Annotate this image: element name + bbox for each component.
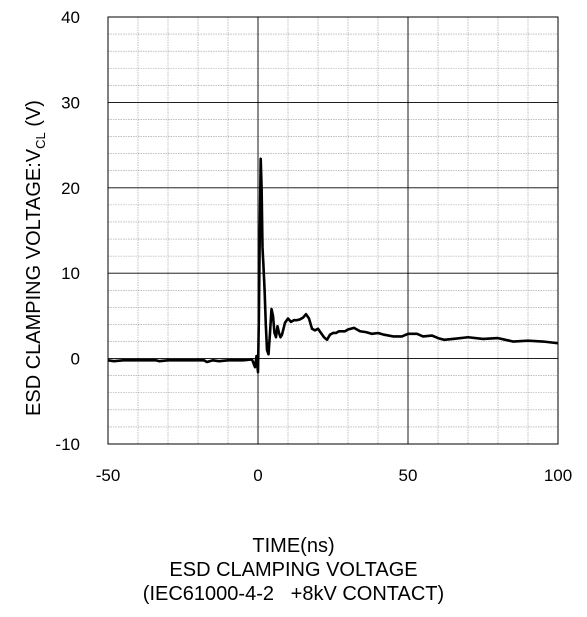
y-tick-label: 10 [61, 264, 80, 283]
plot-area-frame [107, 16, 559, 445]
x-tick-label: 0 [253, 466, 262, 485]
y-axis-label-subscript: CL [33, 132, 48, 149]
y-axis-tick-labels: -10 0 10 20 30 40 [55, 8, 80, 454]
x-tick-label: 100 [544, 466, 572, 485]
y-axis-label-main: ESD CLAMPING VOLTAGE:V [23, 148, 45, 416]
y-tick-label: 40 [61, 8, 80, 27]
y-tick-label: 20 [61, 179, 80, 198]
x-tick-label: 50 [399, 466, 418, 485]
y-tick-label: -10 [55, 435, 80, 454]
y-tick-label: 0 [71, 350, 80, 369]
series-line-clamping-voltage [107, 157, 559, 374]
y-tick-label: 30 [61, 93, 80, 112]
x-tick-label: -50 [96, 466, 121, 485]
y-axis-label: ESD CLAMPING VOLTAGE:VCL (V) [23, 100, 48, 416]
grid-major-lines [107, 16, 559, 445]
chart-caption-title: ESD CLAMPING VOLTAGE [169, 559, 418, 581]
grid-minor-lines [108, 17, 558, 444]
y-axis-label-unit: (V) [23, 100, 45, 132]
x-axis-tick-labels: -50 0 50 100 [96, 466, 572, 485]
x-axis-label: TIME(ns) [252, 535, 335, 557]
chart-caption-test-condition: (IEC61000-4-2 +8kV CONTACT) [142, 583, 445, 605]
